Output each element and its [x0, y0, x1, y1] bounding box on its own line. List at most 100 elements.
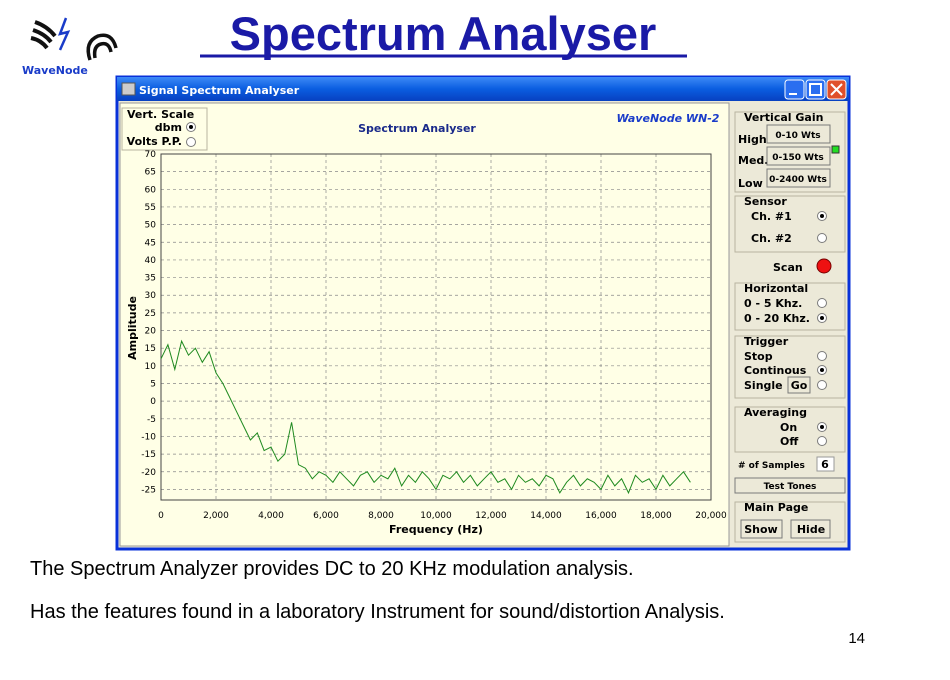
y-tick-label: -5	[147, 415, 156, 425]
y-tick-label: 55	[145, 203, 156, 213]
y-tick-label: 60	[145, 185, 157, 195]
logo-text: WaveNode	[22, 64, 88, 77]
go-button[interactable]	[787, 376, 811, 394]
x-tick-label: 14,000	[530, 511, 562, 521]
button-label[interactable]: Go	[791, 379, 808, 392]
trigger-group	[734, 335, 846, 399]
option-label: Volts P.P.	[127, 135, 182, 148]
radio-button[interactable]	[817, 298, 827, 308]
x-tick-label: 18,000	[640, 511, 672, 521]
page-number: 14	[848, 630, 865, 647]
x-tick-label: 0	[158, 511, 164, 521]
button-label[interactable]: Hide	[797, 523, 825, 536]
y-tick-label: 30	[145, 291, 157, 301]
radio-dot	[189, 125, 193, 129]
y-tick-label: 45	[145, 238, 156, 248]
radio-button[interactable]	[817, 436, 827, 446]
option-label: Ch. #2	[751, 232, 792, 245]
gain-label: Low	[738, 177, 763, 190]
caption: The Spectrum Analyzer provides DC to 20 …	[30, 558, 634, 580]
samples-field[interactable]	[816, 456, 835, 472]
x-tick-label: 6,000	[313, 511, 339, 521]
window-buttons[interactable]	[784, 79, 847, 100]
x-tick-label: 4,000	[258, 511, 284, 521]
button-label[interactable]: 0-2400 Wts	[769, 175, 827, 185]
radio-button[interactable]	[817, 351, 827, 361]
option-label: Ch. #1	[751, 210, 792, 223]
samples-label: # of Samples	[738, 461, 805, 471]
option-label: Off	[780, 435, 798, 448]
option-label: On	[780, 421, 797, 434]
group-title: Vert. Scale	[127, 108, 194, 121]
group-title: Trigger	[744, 335, 789, 348]
y-tick-label: 0	[150, 397, 156, 407]
gain-button[interactable]	[766, 124, 831, 144]
x-tick-label: 8,000	[368, 511, 394, 521]
y-tick-label: 70	[145, 150, 157, 160]
main-page-group	[734, 501, 846, 543]
vert-scale-group	[121, 107, 208, 151]
y-tick-label: 65	[145, 168, 156, 178]
group-title: Sensor	[744, 195, 787, 208]
y-tick-label: 10	[145, 362, 157, 372]
radio-button[interactable]	[817, 380, 827, 390]
option-label: Stop	[744, 350, 773, 363]
averaging-group	[734, 406, 846, 453]
scan-button[interactable]	[816, 258, 832, 274]
button-label[interactable]: Test Tones	[764, 482, 817, 492]
option-label: Single	[744, 379, 783, 392]
minimize-button[interactable]	[784, 79, 805, 100]
vertical-gain-group	[734, 111, 846, 193]
spectrum-line	[160, 339, 691, 495]
radio-button[interactable]	[817, 233, 827, 243]
y-tick-label: 5	[150, 379, 156, 389]
horizontal-group	[734, 282, 846, 331]
y-tick-label: -15	[141, 450, 156, 460]
option-label: Continous	[744, 364, 807, 377]
y-tick-label: -10	[141, 432, 156, 442]
show-button[interactable]	[740, 519, 783, 539]
button-label[interactable]: 0-150 Wts	[772, 153, 824, 163]
y-tick-label: 20	[145, 327, 157, 337]
y-tick-label: 40	[145, 256, 157, 266]
x-axis-label: Frequency (Hz)	[389, 523, 483, 536]
option-label: 0 - 5 Khz.	[744, 297, 802, 310]
button-label[interactable]: Show	[744, 523, 777, 536]
x-tick-label: 16,000	[585, 511, 617, 521]
y-tick-label: -25	[141, 485, 156, 495]
y-tick-label: -20	[141, 468, 156, 478]
radio-dot	[820, 425, 824, 429]
option-label: dbm	[155, 121, 182, 134]
window-icon	[121, 82, 136, 96]
sensor-group	[734, 195, 846, 253]
chart-title: Spectrum Analyser	[358, 122, 476, 135]
hide-button[interactable]	[790, 519, 831, 539]
radio-dot	[820, 214, 824, 218]
y-tick-label: 35	[145, 274, 156, 284]
title-bar	[117, 77, 849, 101]
samples-value[interactable]: 6	[821, 458, 829, 471]
x-tick-label: 20,000	[695, 511, 727, 521]
radio-button[interactable]	[186, 137, 196, 147]
gain-label: High	[738, 133, 767, 146]
brand: WaveNode WN-2	[617, 112, 720, 125]
gain-indicator	[831, 145, 840, 154]
y-axis-label: Amplitude	[126, 296, 139, 360]
test-tones-button[interactable]	[734, 477, 846, 494]
x-tick-label: 10,000	[420, 511, 452, 521]
group-title: Main Page	[744, 501, 808, 514]
gain-button[interactable]	[766, 168, 831, 188]
logo: WaveNode	[22, 17, 118, 77]
y-tick-label: 25	[145, 309, 156, 319]
maximize-button[interactable]	[805, 79, 826, 100]
plot-panel	[119, 102, 730, 547]
window-title: Signal Spectrum Analyser	[139, 84, 300, 97]
plot-frame	[160, 153, 712, 501]
gain-button[interactable]	[766, 146, 831, 166]
y-tick-label: 50	[145, 221, 157, 231]
group-title: Averaging	[744, 406, 807, 419]
button-label[interactable]: 0-10 Wts	[775, 131, 820, 141]
option-label: 0 - 20 Khz.	[744, 312, 810, 325]
x-tick-label: 12,000	[475, 511, 507, 521]
radio-dot	[820, 316, 824, 320]
